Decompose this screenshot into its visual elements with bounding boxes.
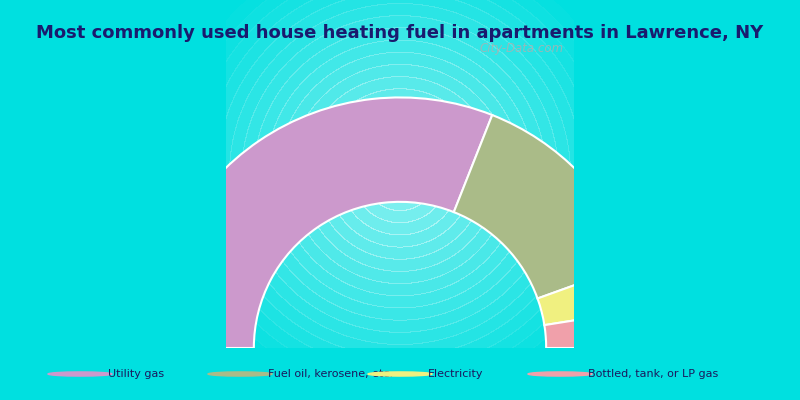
Circle shape — [48, 372, 112, 376]
Circle shape — [528, 372, 592, 376]
Text: Fuel oil, kerosene, etc.: Fuel oil, kerosene, etc. — [268, 369, 393, 379]
Text: Electricity: Electricity — [428, 369, 483, 379]
Wedge shape — [538, 263, 647, 325]
Circle shape — [368, 372, 432, 376]
Text: Utility gas: Utility gas — [108, 369, 164, 379]
Wedge shape — [544, 309, 650, 348]
Text: City-Data.com: City-Data.com — [479, 42, 563, 55]
Circle shape — [208, 372, 272, 376]
Text: Bottled, tank, or LP gas: Bottled, tank, or LP gas — [588, 369, 718, 379]
Text: Most commonly used house heating fuel in apartments in Lawrence, NY: Most commonly used house heating fuel in… — [36, 24, 764, 42]
Wedge shape — [454, 115, 636, 298]
Wedge shape — [150, 98, 492, 348]
